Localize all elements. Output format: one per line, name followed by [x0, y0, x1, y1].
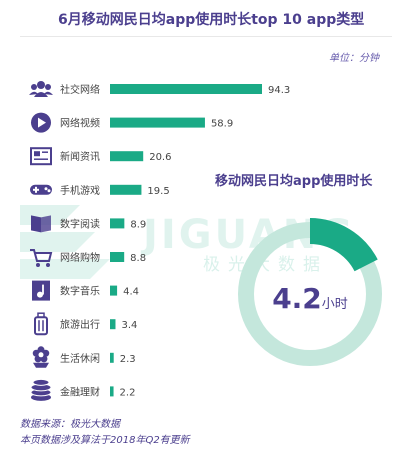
unit-label: 单位：分钟 [329, 53, 379, 64]
category-label: 手机游戏 [60, 184, 100, 197]
category-label: 网络视频 [60, 117, 100, 130]
category-label: 网络购物 [60, 251, 100, 264]
value-label: 19.5 [147, 186, 169, 197]
donut-value: 4.2小时 [250, 282, 370, 315]
title-divider [20, 36, 392, 37]
bar-row: 新闻资讯 20.6 [30, 147, 171, 166]
bar-row: 社交网络 94.3 [29, 81, 290, 97]
luggage-icon [34, 312, 48, 336]
bar [110, 319, 116, 330]
value-label: 2.3 [120, 354, 136, 365]
bar [110, 151, 144, 162]
news-icon [30, 147, 52, 166]
value-label: 3.4 [121, 320, 137, 331]
category-label: 数字阅读 [60, 217, 100, 230]
bar-row: 旅游出行 3.4 [34, 312, 137, 336]
category-label: 新闻资讯 [60, 150, 100, 163]
bar [110, 252, 125, 262]
gamepad-icon [30, 184, 52, 195]
value-label: 58.9 [211, 119, 233, 130]
music-icon [32, 280, 50, 301]
bar-row: 数字音乐 4.4 [32, 280, 139, 301]
bar-row: 网络购物 8.8 [30, 249, 146, 267]
bar [110, 386, 114, 397]
bar [110, 184, 142, 195]
coins-icon [30, 378, 52, 401]
donut-value-unit: 小时 [321, 297, 348, 312]
bar [110, 84, 262, 94]
bar-row: 网络视频 58.9 [31, 112, 233, 133]
value-label: 94.3 [268, 85, 290, 96]
bar [110, 218, 125, 229]
bar-row: 生活休闲 2.3 [32, 346, 136, 368]
bar-row: 手机游戏 19.5 [30, 184, 170, 197]
flower-icon [32, 346, 50, 368]
value-label: 20.6 [149, 152, 171, 163]
category-label: 生活休闲 [60, 352, 100, 365]
value-label: 2.2 [120, 387, 136, 398]
people-icon [29, 81, 53, 97]
donut-highlight-slice [310, 218, 378, 272]
bar [110, 352, 114, 363]
donut-title: 移动网民日均app使用时长 [215, 174, 373, 189]
value-label: 8.9 [130, 219, 146, 230]
category-label: 社交网络 [60, 83, 100, 96]
chart-title: 6月移动网民日均app使用时长top 10 app类型 [58, 12, 365, 28]
donut-value-number: 4.2 [272, 282, 322, 315]
bar [110, 117, 205, 128]
category-label: 旅游出行 [60, 318, 100, 331]
footer-source: 数据来源：极光大数据 [20, 419, 120, 430]
value-label: 8.8 [130, 253, 146, 264]
bar [110, 285, 118, 296]
category-label: 金融理财 [60, 385, 100, 398]
value-label: 4.4 [123, 287, 139, 298]
play-icon [31, 112, 51, 133]
book-icon [31, 215, 51, 233]
bar-row: 数字阅读 8.9 [31, 215, 146, 233]
bar-row: 金融理财 2.2 [30, 378, 136, 401]
footer-note: 本页数据涉及算法于2018年Q2有更新 [20, 435, 190, 446]
category-label: 数字音乐 [60, 285, 100, 298]
cart-icon [30, 249, 53, 267]
